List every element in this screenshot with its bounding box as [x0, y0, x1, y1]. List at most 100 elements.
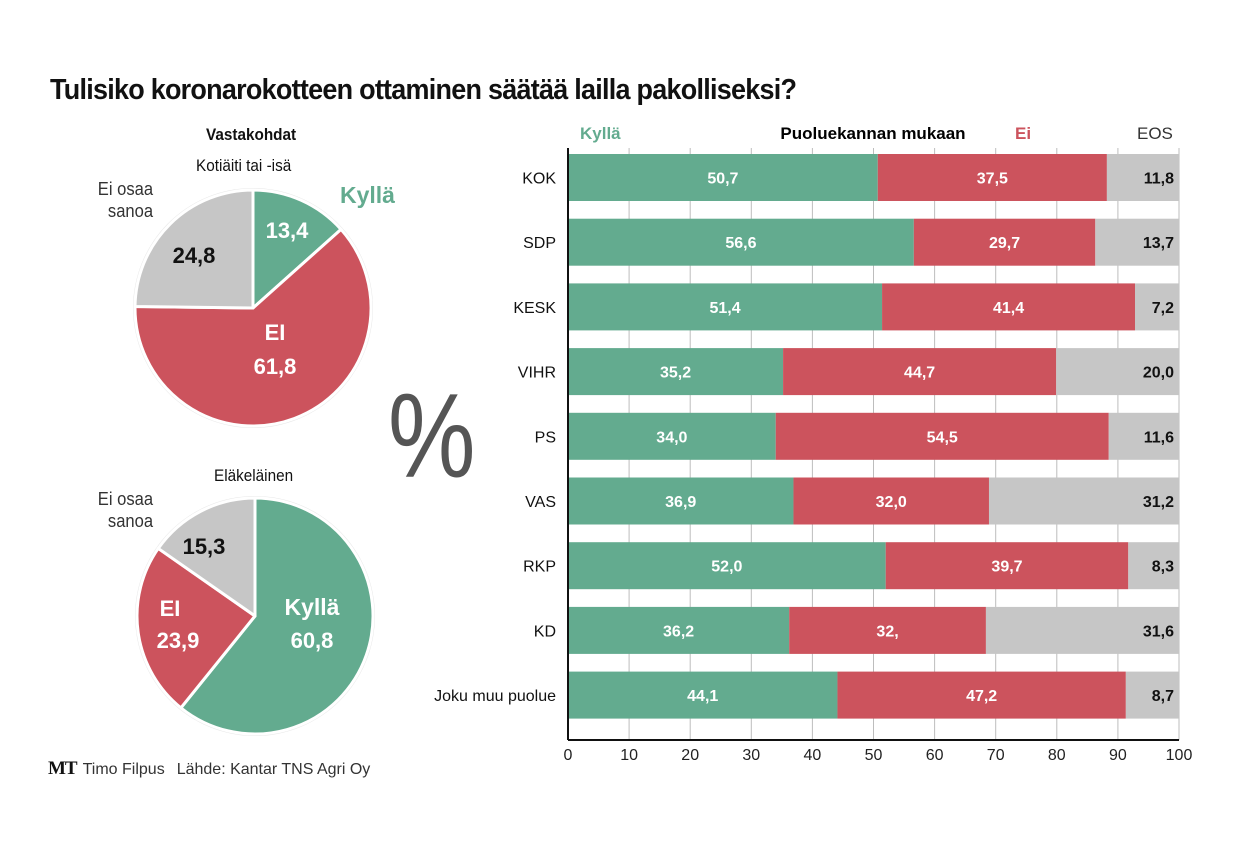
bar-segment-kylla [568, 542, 886, 590]
source: Lähde: Kantar TNS Agri Oy [176, 761, 371, 778]
chart-title: Tulisiko koronarokotteen ottaminen säätä… [50, 74, 797, 106]
data-label-ei: 44,7 [904, 365, 935, 382]
bar-segment-eos [1135, 283, 1179, 331]
bar-segment-ei [837, 671, 1126, 719]
category-label: KOK [522, 171, 556, 188]
data-label-kylla: 56,6 [725, 235, 756, 252]
legend-kylla: Kyllä [580, 124, 621, 143]
bar-segment-eos [988, 477, 1179, 525]
x-tick-label: 70 [987, 747, 1005, 764]
bar-segment-kylla [568, 218, 914, 266]
bar-segment-kylla [568, 154, 878, 201]
data-label-ei: 39,7 [991, 559, 1022, 576]
author: Timo Filpus [82, 761, 165, 778]
data-label-eos: 31,6 [1143, 623, 1174, 640]
pie2-ei-label: EI [160, 596, 181, 621]
legend-eos: EOS [1137, 124, 1173, 143]
pie1-subtitle: Kotiäiti tai -isä [196, 156, 292, 175]
pie1-kylla-label: Kyllä [340, 182, 395, 208]
category-label: RKP [523, 559, 556, 576]
bar-row: SDP 56,6 29,7 13,7 [523, 218, 1179, 266]
bar-row: PS 34,0 54,5 11,6 [535, 412, 1179, 460]
pie2-eos-label-line2: sanoa [107, 511, 153, 531]
bar-segment-kylla [568, 412, 776, 460]
bar-segment-eos [1095, 218, 1179, 266]
x-tick-label: 40 [804, 747, 822, 764]
pie1-ei-value: 61,8 [254, 354, 297, 379]
bar-segment-eos [1106, 154, 1179, 201]
data-label-kylla: 52,0 [711, 559, 742, 576]
x-tick-label: 100 [1166, 747, 1193, 764]
data-label-eos: 20,0 [1143, 365, 1174, 382]
bar-segment-ei [775, 412, 1109, 460]
data-label-eos: 11,8 [1144, 171, 1174, 188]
data-label-ei: 37,5 [977, 171, 1008, 188]
pie2-eos-value: 15,3 [183, 534, 226, 559]
pie2-eos-label: Ei osaa sanoa [98, 488, 153, 532]
pie1-kylla-value: 13,4 [266, 218, 310, 243]
data-label-kylla: 50,7 [707, 171, 738, 188]
bar-segment-eos [1128, 542, 1179, 590]
category-label: KESK [513, 300, 556, 317]
data-label-ei: 32, [876, 623, 898, 640]
bar-segment-eos [1125, 671, 1179, 719]
pie2-eos-label-line1: Ei osaa [97, 489, 153, 509]
bar-segment-kylla [568, 606, 790, 654]
data-label-eos: 8,7 [1152, 688, 1174, 705]
bar-segment-ei [885, 542, 1129, 590]
data-label-ei: 47,2 [966, 688, 997, 705]
bar-segment-ei [793, 477, 989, 525]
data-label-ei: 29,7 [989, 235, 1020, 252]
data-label-kylla: 51,4 [709, 300, 740, 317]
bar-row: VAS 36,9 32,0 31,2 [525, 477, 1179, 525]
x-tick-label: 0 [564, 747, 573, 764]
pie1-eos-value: 24,8 [173, 243, 216, 268]
x-tick-label: 60 [926, 747, 944, 764]
category-label: KD [534, 623, 556, 640]
data-label-ei: 54,5 [927, 429, 958, 446]
x-tick-label: 80 [1048, 747, 1066, 764]
data-label-ei: 41,4 [993, 300, 1024, 317]
x-tick-label: 30 [742, 747, 760, 764]
bar-segment-ei [913, 218, 1096, 266]
bar-row: KOK 50,7 37,5 11,8 [522, 154, 1179, 201]
x-tick-label: 10 [620, 747, 638, 764]
category-label: VIHR [518, 365, 556, 382]
data-label-eos: 11,6 [1144, 429, 1174, 446]
pie1: 13,4 24,8 EI 61,8 [133, 188, 373, 428]
legend-ei: Ei [1015, 124, 1031, 143]
pie1-eos-label-line2: sanoa [107, 201, 153, 221]
category-label: Joku muu puolue [434, 688, 556, 705]
pies-heading: Vastakohdat [206, 125, 297, 144]
pie2: Kyllä 60,8 EI 23,9 15,3 [135, 496, 375, 736]
data-label-eos: 8,3 [1152, 559, 1174, 576]
bar-segment-kylla [568, 671, 838, 719]
pie2-kylla-value: 60,8 [291, 628, 334, 653]
bar-segment-kylla [568, 477, 794, 525]
bar-row: KESK 51,4 41,4 7,2 [513, 283, 1179, 331]
category-label: VAS [525, 494, 556, 511]
data-label-ei: 32,0 [876, 494, 907, 511]
bar-segment-ei [882, 283, 1136, 331]
category-label: PS [535, 429, 556, 446]
x-tick-label: 20 [681, 747, 699, 764]
bar-chart-title: Puoluekannan mukaan [780, 124, 965, 143]
bar-segment-eos [985, 606, 1179, 654]
mt-logo: MT [48, 758, 78, 779]
bar-segment-eos [1056, 348, 1179, 396]
x-tick-label: 90 [1109, 747, 1127, 764]
data-label-kylla: 35,2 [660, 365, 691, 382]
bar-segment-ei [789, 606, 986, 654]
pie1-eos-label-line1: Ei osaa [97, 179, 153, 199]
bar-segment-eos [1108, 412, 1179, 460]
bar-segment-ei [877, 154, 1107, 201]
pie2-kylla-label: Kyllä [285, 594, 340, 620]
bar-row: VIHR 35,2 44,7 20,0 [518, 348, 1179, 396]
x-tick-label: 50 [865, 747, 883, 764]
category-label: SDP [523, 235, 556, 252]
footer: MT Timo Filpus Lähde: Kantar TNS Agri Oy [48, 758, 370, 780]
data-label-kylla: 36,9 [665, 494, 696, 511]
data-label-eos: 13,7 [1143, 235, 1174, 252]
pie1-eos-label: Ei osaa sanoa [98, 178, 153, 222]
